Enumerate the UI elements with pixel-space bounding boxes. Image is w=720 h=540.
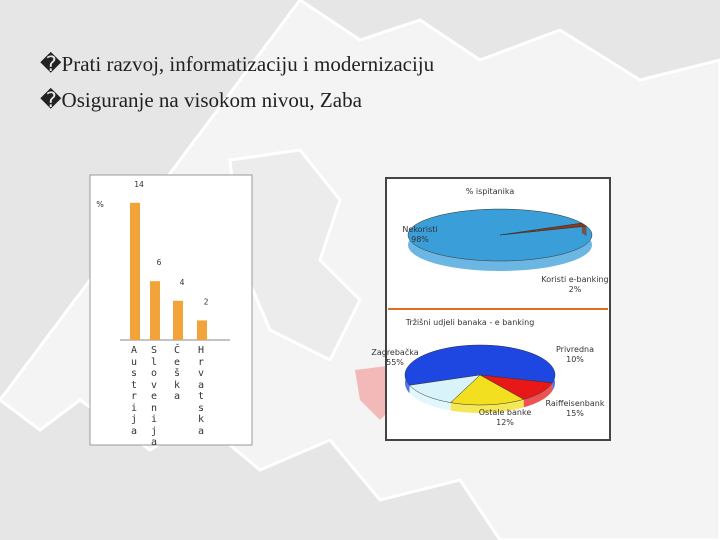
pie-slice: [450, 374, 525, 406]
slice-name: Zagrebačka: [371, 347, 418, 357]
bar: [173, 300, 183, 340]
slice-name: Nekoristi: [402, 225, 437, 234]
pie-side: [450, 399, 524, 414]
bar-label: 14: [134, 180, 144, 189]
slice-value: 12%: [496, 418, 514, 427]
pie-side: [409, 385, 451, 411]
pie-side: [523, 382, 553, 408]
bar-label: 2: [204, 297, 209, 306]
bar-label: 4: [180, 278, 185, 287]
bar: [150, 281, 160, 340]
slice-name: Ostale banke: [479, 408, 532, 417]
bullet: �Prati razvoj, informatizaciju i moderni…: [40, 52, 435, 76]
slice-name: Privredna: [556, 345, 594, 354]
slice-value: 10%: [566, 355, 584, 364]
category-label: Slovenija: [151, 345, 158, 448]
slice-value: 2%: [569, 285, 582, 294]
slice-value: 98%: [411, 235, 429, 244]
slice-value: 15%: [566, 409, 584, 418]
slice-value: 55%: [386, 358, 404, 367]
pie-slice: [499, 222, 588, 236]
bullet: �Osiguranje na visokom nivou, Zaba: [40, 88, 362, 112]
bar-label: 6: [157, 258, 162, 267]
bar: [197, 320, 207, 340]
slice-name: Raiffeisenbank: [545, 399, 604, 408]
pie-title: Tržišni udjeli banaka - e banking: [405, 317, 535, 327]
category-label: Austrija: [131, 345, 138, 437]
pie-slice: [404, 344, 556, 386]
category-label: Hrvatska: [198, 345, 205, 437]
pie-slice: [409, 374, 481, 403]
bar: [130, 202, 140, 340]
slice-name: Koristi e-banking: [541, 275, 608, 284]
pie-title: % ispitanika: [466, 187, 515, 196]
category-label: Češka: [174, 345, 181, 402]
y-axis-label: %: [96, 200, 104, 209]
